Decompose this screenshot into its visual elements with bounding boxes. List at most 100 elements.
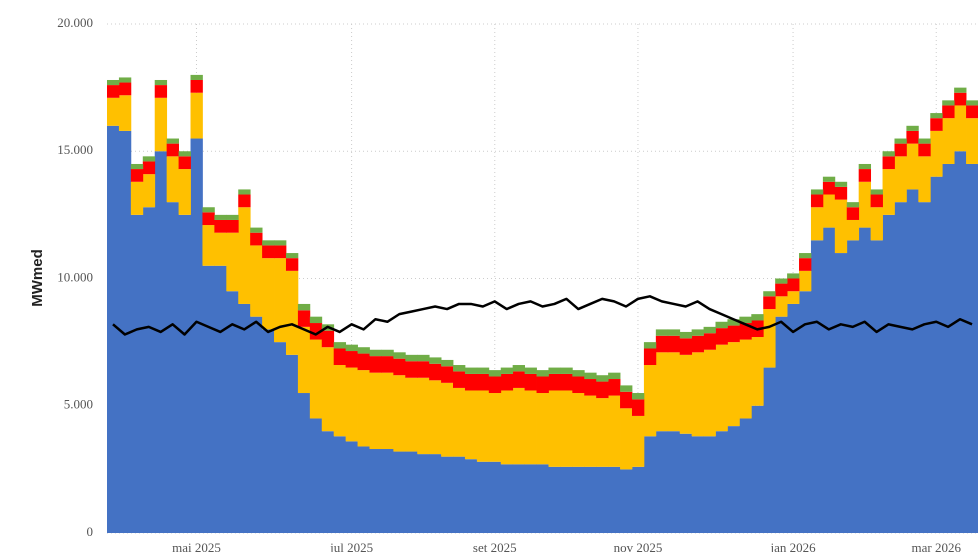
bar-segment bbox=[142, 161, 156, 175]
bar-segment bbox=[715, 431, 728, 533]
bar-segment bbox=[333, 365, 347, 437]
bar-segment bbox=[584, 372, 597, 380]
bar-segment bbox=[703, 333, 716, 350]
bar-segment bbox=[942, 105, 955, 119]
bar-segment bbox=[930, 130, 943, 177]
bar-segment bbox=[405, 377, 418, 452]
bar-segment bbox=[405, 361, 418, 378]
bar-segment bbox=[763, 296, 776, 310]
bar-segment bbox=[405, 354, 418, 362]
bar-segment bbox=[512, 464, 526, 533]
bar-segment bbox=[369, 356, 382, 373]
bar-segment bbox=[560, 466, 573, 533]
x-tick-label: set 2025 bbox=[473, 540, 517, 552]
bar-segment bbox=[631, 415, 645, 467]
y-axis-title: MWmed bbox=[29, 249, 46, 307]
bar-segment bbox=[381, 356, 394, 373]
bar-segment bbox=[643, 342, 657, 349]
bar-segment bbox=[250, 245, 263, 317]
bar-segment bbox=[476, 367, 490, 374]
bar-segment bbox=[620, 391, 633, 409]
bar-segment bbox=[763, 367, 776, 533]
bar-segment bbox=[954, 151, 967, 533]
bar-segment bbox=[631, 466, 645, 533]
bar-segment bbox=[882, 169, 895, 215]
bar-segment bbox=[393, 451, 406, 533]
bar-segment bbox=[202, 212, 215, 226]
bar-segment bbox=[942, 100, 955, 106]
bar-segment bbox=[417, 377, 430, 455]
bar-segment bbox=[345, 367, 358, 442]
bar-segment bbox=[250, 316, 263, 533]
bar-segment bbox=[799, 270, 812, 292]
bar-segment bbox=[858, 163, 872, 170]
bar-segment bbox=[381, 372, 394, 450]
bar-segment bbox=[548, 373, 561, 391]
bar-segment bbox=[966, 105, 978, 119]
bar-segment bbox=[631, 399, 645, 416]
bar-segment bbox=[464, 459, 478, 533]
bar-segment bbox=[894, 202, 907, 533]
bar-segment bbox=[727, 319, 740, 326]
bar-segment bbox=[560, 367, 573, 374]
bar-segment bbox=[488, 370, 502, 377]
bar-segment bbox=[154, 97, 168, 152]
bar-segment bbox=[667, 431, 681, 533]
bar-segment bbox=[572, 393, 585, 467]
bar-segment bbox=[739, 418, 752, 533]
bar-segment bbox=[679, 433, 693, 533]
bar-segment bbox=[500, 390, 514, 465]
bar-segment bbox=[393, 352, 406, 359]
bar-segment bbox=[775, 316, 788, 533]
bar-segment bbox=[608, 372, 621, 380]
bar-segment bbox=[930, 118, 943, 131]
bar-segment bbox=[691, 335, 704, 353]
bar-segment bbox=[894, 143, 907, 157]
bar-segment bbox=[512, 387, 526, 465]
bar-segment bbox=[321, 347, 335, 432]
bar-segment bbox=[488, 461, 502, 533]
bar-segment bbox=[166, 143, 179, 157]
x-tick-label: jan 2026 bbox=[769, 540, 816, 552]
bar-segment bbox=[226, 291, 239, 533]
bar-segment bbox=[715, 321, 728, 329]
bar-segment bbox=[739, 339, 752, 419]
bar-segment bbox=[799, 291, 812, 533]
bar-segment bbox=[429, 380, 442, 455]
bar-segment bbox=[142, 207, 156, 534]
bar-segment bbox=[142, 174, 156, 208]
bar-segment bbox=[572, 466, 585, 533]
bar-segment bbox=[262, 329, 275, 533]
bar-segment bbox=[799, 258, 812, 271]
bar-segment bbox=[751, 405, 764, 533]
bar-segment bbox=[285, 258, 299, 271]
bar-segment bbox=[536, 376, 549, 394]
bar-segment bbox=[130, 169, 144, 182]
bar-segment bbox=[834, 181, 848, 187]
bar-segment bbox=[500, 367, 514, 374]
bar-segment bbox=[596, 375, 609, 382]
bar-segment bbox=[297, 303, 311, 311]
bar-segment bbox=[429, 454, 442, 533]
bar-segment bbox=[703, 326, 716, 334]
bar-segment bbox=[274, 245, 287, 259]
bar-segment bbox=[560, 390, 573, 467]
bar-segment bbox=[858, 181, 872, 228]
bar-segment bbox=[954, 105, 967, 152]
bar-segment bbox=[405, 451, 418, 533]
bar-segment bbox=[679, 331, 693, 339]
bar-segment bbox=[238, 303, 251, 533]
bar-segment bbox=[548, 367, 561, 374]
bar-segment bbox=[918, 138, 931, 144]
bar-segment bbox=[297, 393, 311, 533]
bar-segment bbox=[930, 176, 943, 533]
bar-segment bbox=[417, 454, 430, 533]
bar-segment bbox=[453, 456, 466, 533]
bar-segment bbox=[118, 130, 132, 533]
bar-segment bbox=[429, 363, 442, 381]
bar-segment bbox=[834, 253, 848, 534]
bar-segment bbox=[739, 316, 752, 324]
bar-segment bbox=[250, 227, 263, 233]
bar-segment bbox=[357, 353, 370, 371]
bar-segment bbox=[321, 330, 335, 348]
